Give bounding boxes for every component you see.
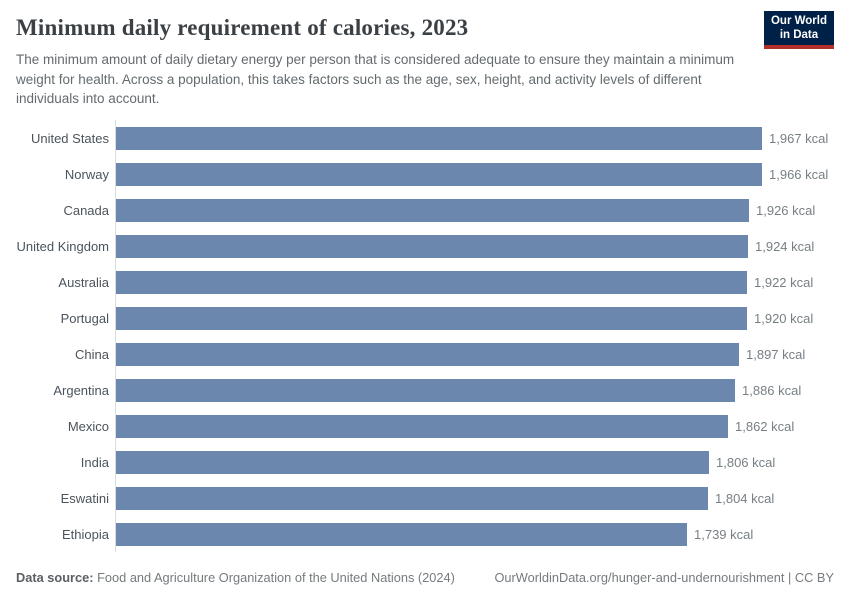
bar-track: 1,967 kcal <box>115 120 850 156</box>
country-label: Eswatini <box>60 490 109 506</box>
country-label: Canada <box>63 202 109 218</box>
bar-row: India 1,806 kcal <box>0 444 850 480</box>
bar-track: 1,922 kcal <box>115 264 850 300</box>
value-label: 1,804 kcal <box>715 490 775 506</box>
bar[interactable] <box>116 414 728 438</box>
bar-track: 1,739 kcal <box>115 516 850 552</box>
bar-chart: United States 1,967 kcal Norway 1,966 kcal C… <box>0 120 850 552</box>
bar-row: United States 1,967 kcal <box>0 120 850 156</box>
bar-track: 1,924 kcal <box>115 228 850 264</box>
bar-row: Ethiopia 1,739 kcal <box>0 516 850 552</box>
country-label: China <box>75 346 109 362</box>
country-label: Portugal <box>60 310 109 326</box>
value-label: 1,806 kcal <box>716 454 776 470</box>
owid-logo-line1: Our World <box>770 15 827 27</box>
chart-header: Minimum daily requirement of calories, 2… <box>16 0 834 109</box>
bar[interactable] <box>116 198 749 222</box>
bar-track: 1,886 kcal <box>115 372 850 408</box>
bar-row: Mexico 1,862 kcal <box>0 408 850 444</box>
license-note: OurWorldinData.org/hunger-and-undernouri… <box>494 570 834 585</box>
value-label: 1,920 kcal <box>754 310 814 326</box>
bar[interactable] <box>116 126 762 150</box>
country-label: United Kingdom <box>16 238 110 254</box>
value-label: 1,967 kcal <box>769 130 829 146</box>
chart-footer: Data source: Food and Agriculture Organi… <box>16 570 834 585</box>
bar[interactable] <box>116 270 747 294</box>
country-label: Ethiopia <box>62 526 109 542</box>
chart-title: Minimum daily requirement of calories, 2… <box>16 15 469 40</box>
data-source-label: Data source: <box>16 570 94 585</box>
value-label: 1,886 kcal <box>742 382 802 398</box>
bar[interactable] <box>116 522 687 546</box>
bar[interactable] <box>116 378 735 402</box>
value-label: 1,926 kcal <box>756 202 816 218</box>
bar-row: Norway 1,966 kcal <box>0 156 850 192</box>
value-label: 1,897 kcal <box>746 346 806 362</box>
value-label: 1,924 kcal <box>755 238 815 254</box>
data-source-text: Food and Agriculture Organization of the… <box>97 570 455 585</box>
bar-rows: United States 1,967 kcal Norway 1,966 kcal C… <box>0 120 850 552</box>
bar-row: China 1,897 kcal <box>0 336 850 372</box>
bar-row: United Kingdom 1,924 kcal <box>0 228 850 264</box>
chart-subtitle: The minimum amount of daily dietary ener… <box>16 52 735 106</box>
country-label: Norway <box>64 166 109 182</box>
bar[interactable] <box>116 450 709 474</box>
owid-logo-line2: in Data <box>779 28 819 41</box>
bar-track: 1,862 kcal <box>115 408 850 444</box>
bar-track: 1,926 kcal <box>115 192 850 228</box>
value-label: 1,862 kcal <box>735 418 795 434</box>
bar[interactable] <box>116 342 739 366</box>
bar-track: 1,806 kcal <box>115 444 850 480</box>
bar-row: Eswatini 1,804 kcal <box>0 480 850 516</box>
bar[interactable] <box>116 306 747 330</box>
country-label: Mexico <box>67 418 109 434</box>
owid-logo[interactable]: Our World in Data <box>763 11 834 49</box>
country-label: Argentina <box>53 382 109 398</box>
value-label: 1,966 kcal <box>769 166 829 182</box>
bar-track: 1,966 kcal <box>115 156 850 192</box>
bar-row: Canada 1,926 kcal <box>0 192 850 228</box>
value-label: 1,739 kcal <box>694 526 754 542</box>
bar[interactable] <box>116 234 748 258</box>
value-label: 1,922 kcal <box>754 274 814 290</box>
bar-track: 1,920 kcal <box>115 300 850 336</box>
bar[interactable] <box>116 486 708 510</box>
bar-track: 1,804 kcal <box>115 480 850 516</box>
bar-track: 1,897 kcal <box>115 336 850 372</box>
country-label: United States <box>30 130 109 146</box>
bar[interactable] <box>116 162 762 186</box>
country-label: India <box>80 454 109 470</box>
bar-row: Australia 1,922 kcal <box>0 264 850 300</box>
bar-row: Argentina 1,886 kcal <box>0 372 850 408</box>
data-source-note: Data source: Food and Agriculture Organi… <box>16 570 455 585</box>
country-label: Australia <box>58 274 109 290</box>
bar-row: Portugal 1,920 kcal <box>0 300 850 336</box>
